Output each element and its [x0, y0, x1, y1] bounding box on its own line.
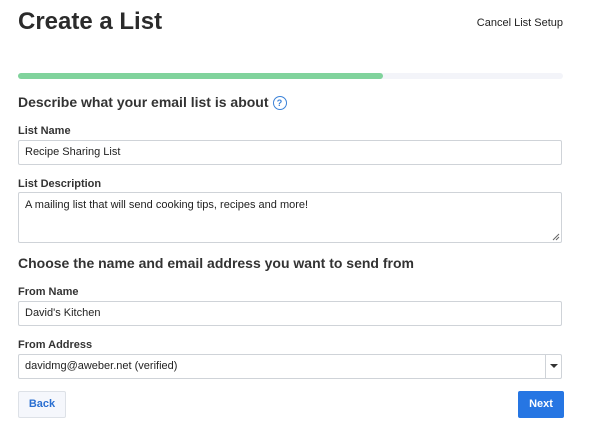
page-title: Create a List [18, 8, 163, 35]
section-heading: Choose the name and email address you wa… [18, 255, 414, 271]
text-input[interactable]: David's Kitchen [18, 301, 562, 326]
select-value: davidmg@aweber.net (verified) [25, 360, 178, 372]
section-heading: Describe what your email list is about? [18, 94, 287, 110]
progress-track [18, 73, 563, 79]
cancel-link[interactable]: Cancel List Setup [476, 17, 563, 29]
select[interactable]: davidmg@aweber.net (verified) [18, 354, 562, 379]
field-label: List Description [18, 178, 102, 190]
progress-fill [18, 73, 384, 79]
select-divider [545, 355, 546, 378]
select-caret [550, 364, 558, 368]
text-input[interactable]: Recipe Sharing List [18, 140, 562, 165]
back-button[interactable]: Back [18, 391, 66, 418]
field-label: From Address [18, 339, 93, 351]
heading-text: Describe what your email list is about [18, 94, 269, 110]
field-label: List Name [18, 125, 71, 137]
textarea-text: A mailing list that will send cooking ti… [25, 199, 309, 211]
resize-handle [552, 233, 560, 241]
textarea[interactable]: A mailing list that will send cooking ti… [18, 192, 562, 243]
help-icon[interactable]: ? [272, 96, 287, 110]
field-label: From Name [18, 286, 79, 298]
next-button[interactable]: Next [518, 391, 564, 418]
